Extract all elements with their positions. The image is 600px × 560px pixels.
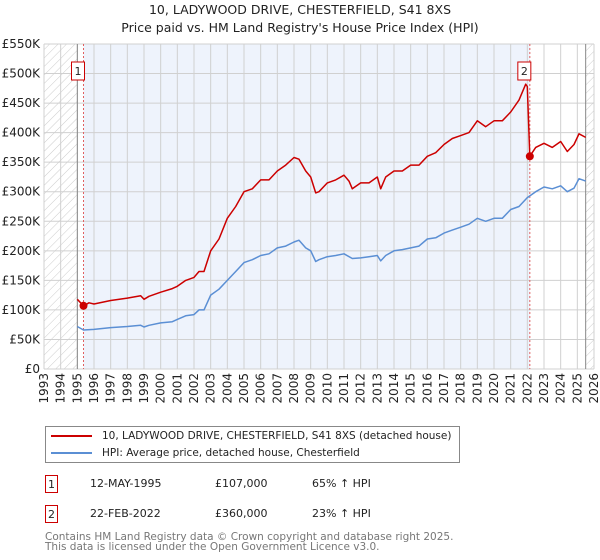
y-tick-label: £100K bbox=[2, 303, 42, 317]
legend-item-property: 10, LADYWOOD DRIVE, CHESTERFIELD, S41 8X… bbox=[46, 428, 451, 444]
y-tick-label: £450K bbox=[2, 96, 42, 110]
x-tick-label: 2008 bbox=[287, 373, 301, 404]
footer-copyright: Contains HM Land Registry data © Crown c… bbox=[45, 531, 454, 543]
footer-licence: This data is licensed under the Open Gov… bbox=[45, 541, 380, 553]
transaction-date: 12-MAY-1995 bbox=[90, 477, 162, 490]
transaction-price: £360,000 bbox=[215, 507, 268, 520]
legend-item-hpi: HPI: Average price, detached house, Ches… bbox=[46, 445, 360, 461]
x-tick-label: 2011 bbox=[337, 373, 351, 404]
x-tick-label: 1999 bbox=[137, 373, 151, 404]
x-tick-label: 2020 bbox=[487, 373, 501, 404]
transaction-date: 22-FEB-2022 bbox=[90, 507, 161, 520]
sale-marker-box bbox=[71, 61, 85, 81]
x-tick-label: 2024 bbox=[554, 373, 568, 404]
transaction-hpi-diff: 23% ↑ HPI bbox=[312, 507, 371, 520]
x-tick-label: 2026 bbox=[587, 373, 600, 404]
y-tick-label: £250K bbox=[2, 214, 42, 228]
chart-legend: 10, LADYWOOD DRIVE, CHESTERFIELD, S41 8X… bbox=[45, 426, 460, 463]
y-tick-label: £200K bbox=[2, 244, 42, 258]
x-tick-label: 2007 bbox=[270, 373, 284, 404]
x-tick-label: 2004 bbox=[220, 373, 234, 404]
y-tick-label: £300K bbox=[2, 185, 42, 199]
chart-title: 10, LADYWOOD DRIVE, CHESTERFIELD, S41 8X… bbox=[148, 2, 451, 17]
y-tick-label: £350K bbox=[2, 155, 42, 169]
x-tick-label: 2012 bbox=[354, 373, 368, 404]
y-tick-label: £50K bbox=[9, 332, 41, 346]
x-tick-label: 2010 bbox=[320, 373, 334, 404]
x-tick-label: 2025 bbox=[570, 373, 584, 404]
x-tick-label: 2009 bbox=[304, 373, 318, 404]
legend-swatch-property bbox=[51, 435, 92, 437]
x-tick-label: 2023 bbox=[537, 373, 551, 404]
transaction-hpi-diff: 65% ↑ HPI bbox=[312, 477, 371, 490]
x-tick-label: 2006 bbox=[254, 373, 268, 404]
sale-marker-label: 2 bbox=[521, 65, 528, 78]
price-chart: 1993 1994 1995 1996 1997 1998 1999 2000 2001 2002… bbox=[2, 37, 600, 404]
x-tick-label: 1995 bbox=[70, 373, 84, 404]
x-tick-label: 1998 bbox=[120, 373, 134, 404]
legend-swatch-hpi bbox=[51, 452, 92, 454]
sale-point bbox=[525, 152, 534, 161]
y-tick-label: £550K bbox=[2, 37, 42, 51]
y-tick-label: £150K bbox=[2, 273, 42, 287]
x-tick-label: 2002 bbox=[187, 373, 201, 404]
sale-marker-box bbox=[517, 61, 532, 81]
chart-subtitle: Price paid vs. HM Land Registry's House … bbox=[121, 20, 479, 35]
x-tick-label: 2014 bbox=[387, 373, 401, 404]
x-tick-label: 2021 bbox=[504, 373, 518, 404]
x-tick-label: 2019 bbox=[470, 373, 484, 404]
transaction-number: 1 bbox=[45, 475, 58, 493]
x-tick-label: 2003 bbox=[204, 373, 218, 404]
x-tick-label: 2000 bbox=[154, 373, 168, 404]
property-price-line bbox=[76, 83, 587, 307]
x-tick-label: 2001 bbox=[170, 373, 184, 404]
x-tick-label: 2022 bbox=[520, 373, 534, 404]
x-tick-label: 2018 bbox=[454, 373, 468, 404]
x-tick-label: 2013 bbox=[370, 373, 384, 404]
x-tick-label: 2017 bbox=[437, 373, 451, 404]
hpi-line bbox=[76, 177, 586, 331]
legend-label-property: 10, LADYWOOD DRIVE, CHESTERFIELD, S41 8X… bbox=[102, 430, 452, 442]
x-tick-label: 2015 bbox=[404, 373, 418, 404]
sale-marker-label: 1 bbox=[75, 65, 82, 78]
legend-label-hpi: HPI: Average price, detached house, Ches… bbox=[102, 447, 360, 459]
transaction-number: 2 bbox=[45, 505, 58, 523]
x-tick-label: 1994 bbox=[54, 373, 68, 404]
x-tick-label: 2005 bbox=[237, 373, 251, 404]
transaction-price: £107,000 bbox=[215, 477, 268, 490]
x-tick-label: 1996 bbox=[87, 373, 101, 404]
no-data-hatch-right bbox=[585, 44, 594, 369]
x-tick-label: 1993 bbox=[37, 373, 51, 404]
y-tick-label: £500K bbox=[2, 67, 42, 81]
x-tick-label: 1997 bbox=[104, 373, 118, 404]
y-tick-label: £0 bbox=[25, 362, 40, 376]
x-tick-label: 2016 bbox=[420, 373, 434, 404]
sale-point bbox=[79, 301, 88, 310]
y-tick-label: £400K bbox=[2, 126, 42, 140]
ownership-period-shade bbox=[83, 44, 530, 369]
